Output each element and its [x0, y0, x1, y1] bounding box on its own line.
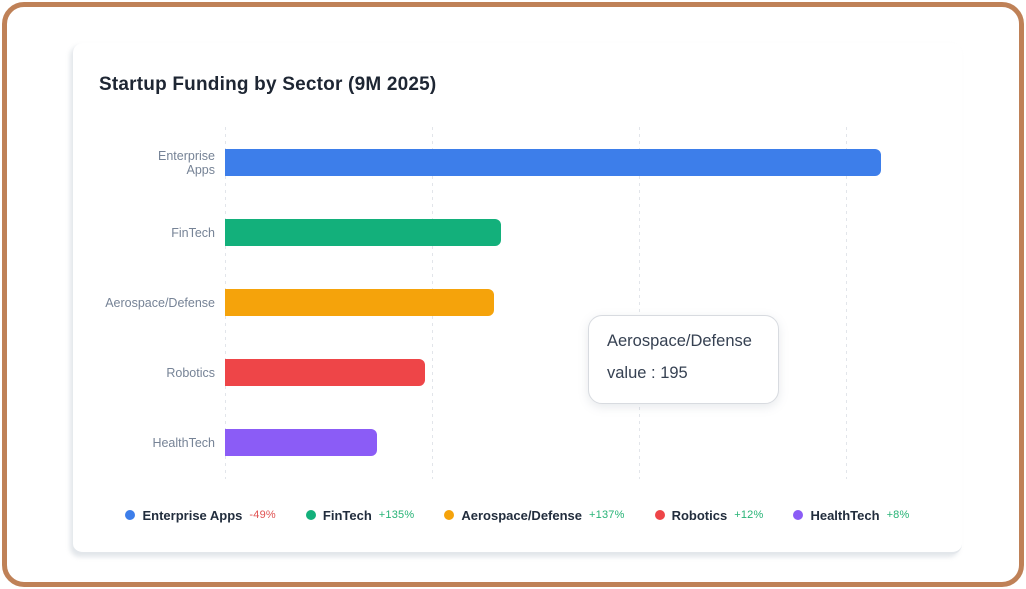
- bar-fintech[interactable]: [225, 219, 501, 246]
- plot-area: Enterprise Apps FinTech Aerospace/Defense Ro…: [73, 43, 962, 552]
- legend-marker-icon: [305, 510, 316, 520]
- x-gridline-450: [846, 127, 847, 479]
- legend: Enterprise Apps -49% FinTech +135% Aerospace…: [73, 503, 962, 527]
- legend-label-healthtech: HealthTech: [810, 507, 880, 523]
- axis-label-robotics: Robotics: [166, 365, 215, 380]
- legend-delta-healthtech: +8%: [886, 509, 910, 521]
- bar-healthtech[interactable]: [225, 429, 377, 456]
- legend-label-robotics: Robotics: [671, 507, 728, 523]
- legend-label-fintech: FinTech: [322, 507, 372, 523]
- axis-label-healthtech: HealthTech: [152, 435, 215, 450]
- legend-marker-icon: [444, 510, 455, 520]
- legend-item-robotics[interactable]: Robotics +12%: [654, 507, 764, 523]
- chart-title: Startup Funding by Sector (9M 2025): [99, 74, 437, 95]
- legend-item-healthtech[interactable]: HealthTech +8%: [793, 508, 909, 523]
- legend-item-aerospace-defense[interactable]: Aerospace/Defense +137%: [444, 508, 624, 523]
- legend-delta-robotics: +12%: [734, 509, 764, 521]
- x-gridline-300: [639, 127, 640, 479]
- axis-label-aerospace-defense: Aerospace/Defense: [105, 295, 215, 310]
- bar-robotics[interactable]: [225, 359, 426, 386]
- legend-delta-fintech: +135%: [378, 509, 415, 521]
- legend-marker-icon: [793, 510, 804, 520]
- chart-card: Startup Funding by Sector (9M 2025) Ente…: [73, 43, 962, 554]
- legend-label-enterprise-apps: Enterprise Apps: [142, 507, 243, 523]
- tooltip: Aerospace/Defense value : 195: [588, 315, 779, 404]
- axis-label-fintech: FinTech: [171, 225, 215, 240]
- legend-item-enterprise-apps[interactable]: Enterprise Apps -49%: [125, 507, 276, 523]
- bar-aerospace-defense[interactable]: [225, 289, 495, 316]
- legend-delta-aerospace-defense: +137%: [589, 509, 625, 521]
- legend-label-aerospace-defense: Aerospace/Defense: [461, 507, 583, 523]
- axis-label-enterprise-apps: Enterprise Apps: [158, 148, 215, 177]
- legend-marker-icon: [125, 510, 136, 520]
- legend-marker-icon: [654, 510, 665, 520]
- tooltip-series-label: Aerospace/Defense: [607, 332, 752, 350]
- tooltip-value: value : 195: [607, 364, 688, 382]
- legend-delta-enterprise-apps: -49%: [249, 509, 276, 521]
- bar-enterprise-apps[interactable]: [225, 149, 881, 176]
- legend-item-fintech[interactable]: FinTech +135%: [305, 507, 415, 523]
